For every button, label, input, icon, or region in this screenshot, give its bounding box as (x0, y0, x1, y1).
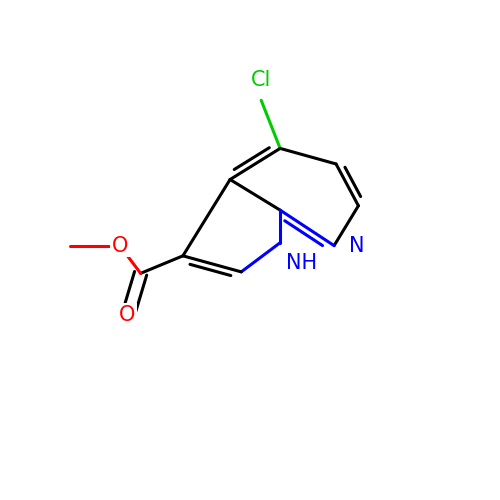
Text: O: O (112, 236, 128, 256)
Text: NH: NH (286, 254, 317, 274)
Text: Cl: Cl (251, 70, 272, 89)
Text: O: O (120, 304, 136, 324)
Text: N: N (348, 236, 364, 256)
